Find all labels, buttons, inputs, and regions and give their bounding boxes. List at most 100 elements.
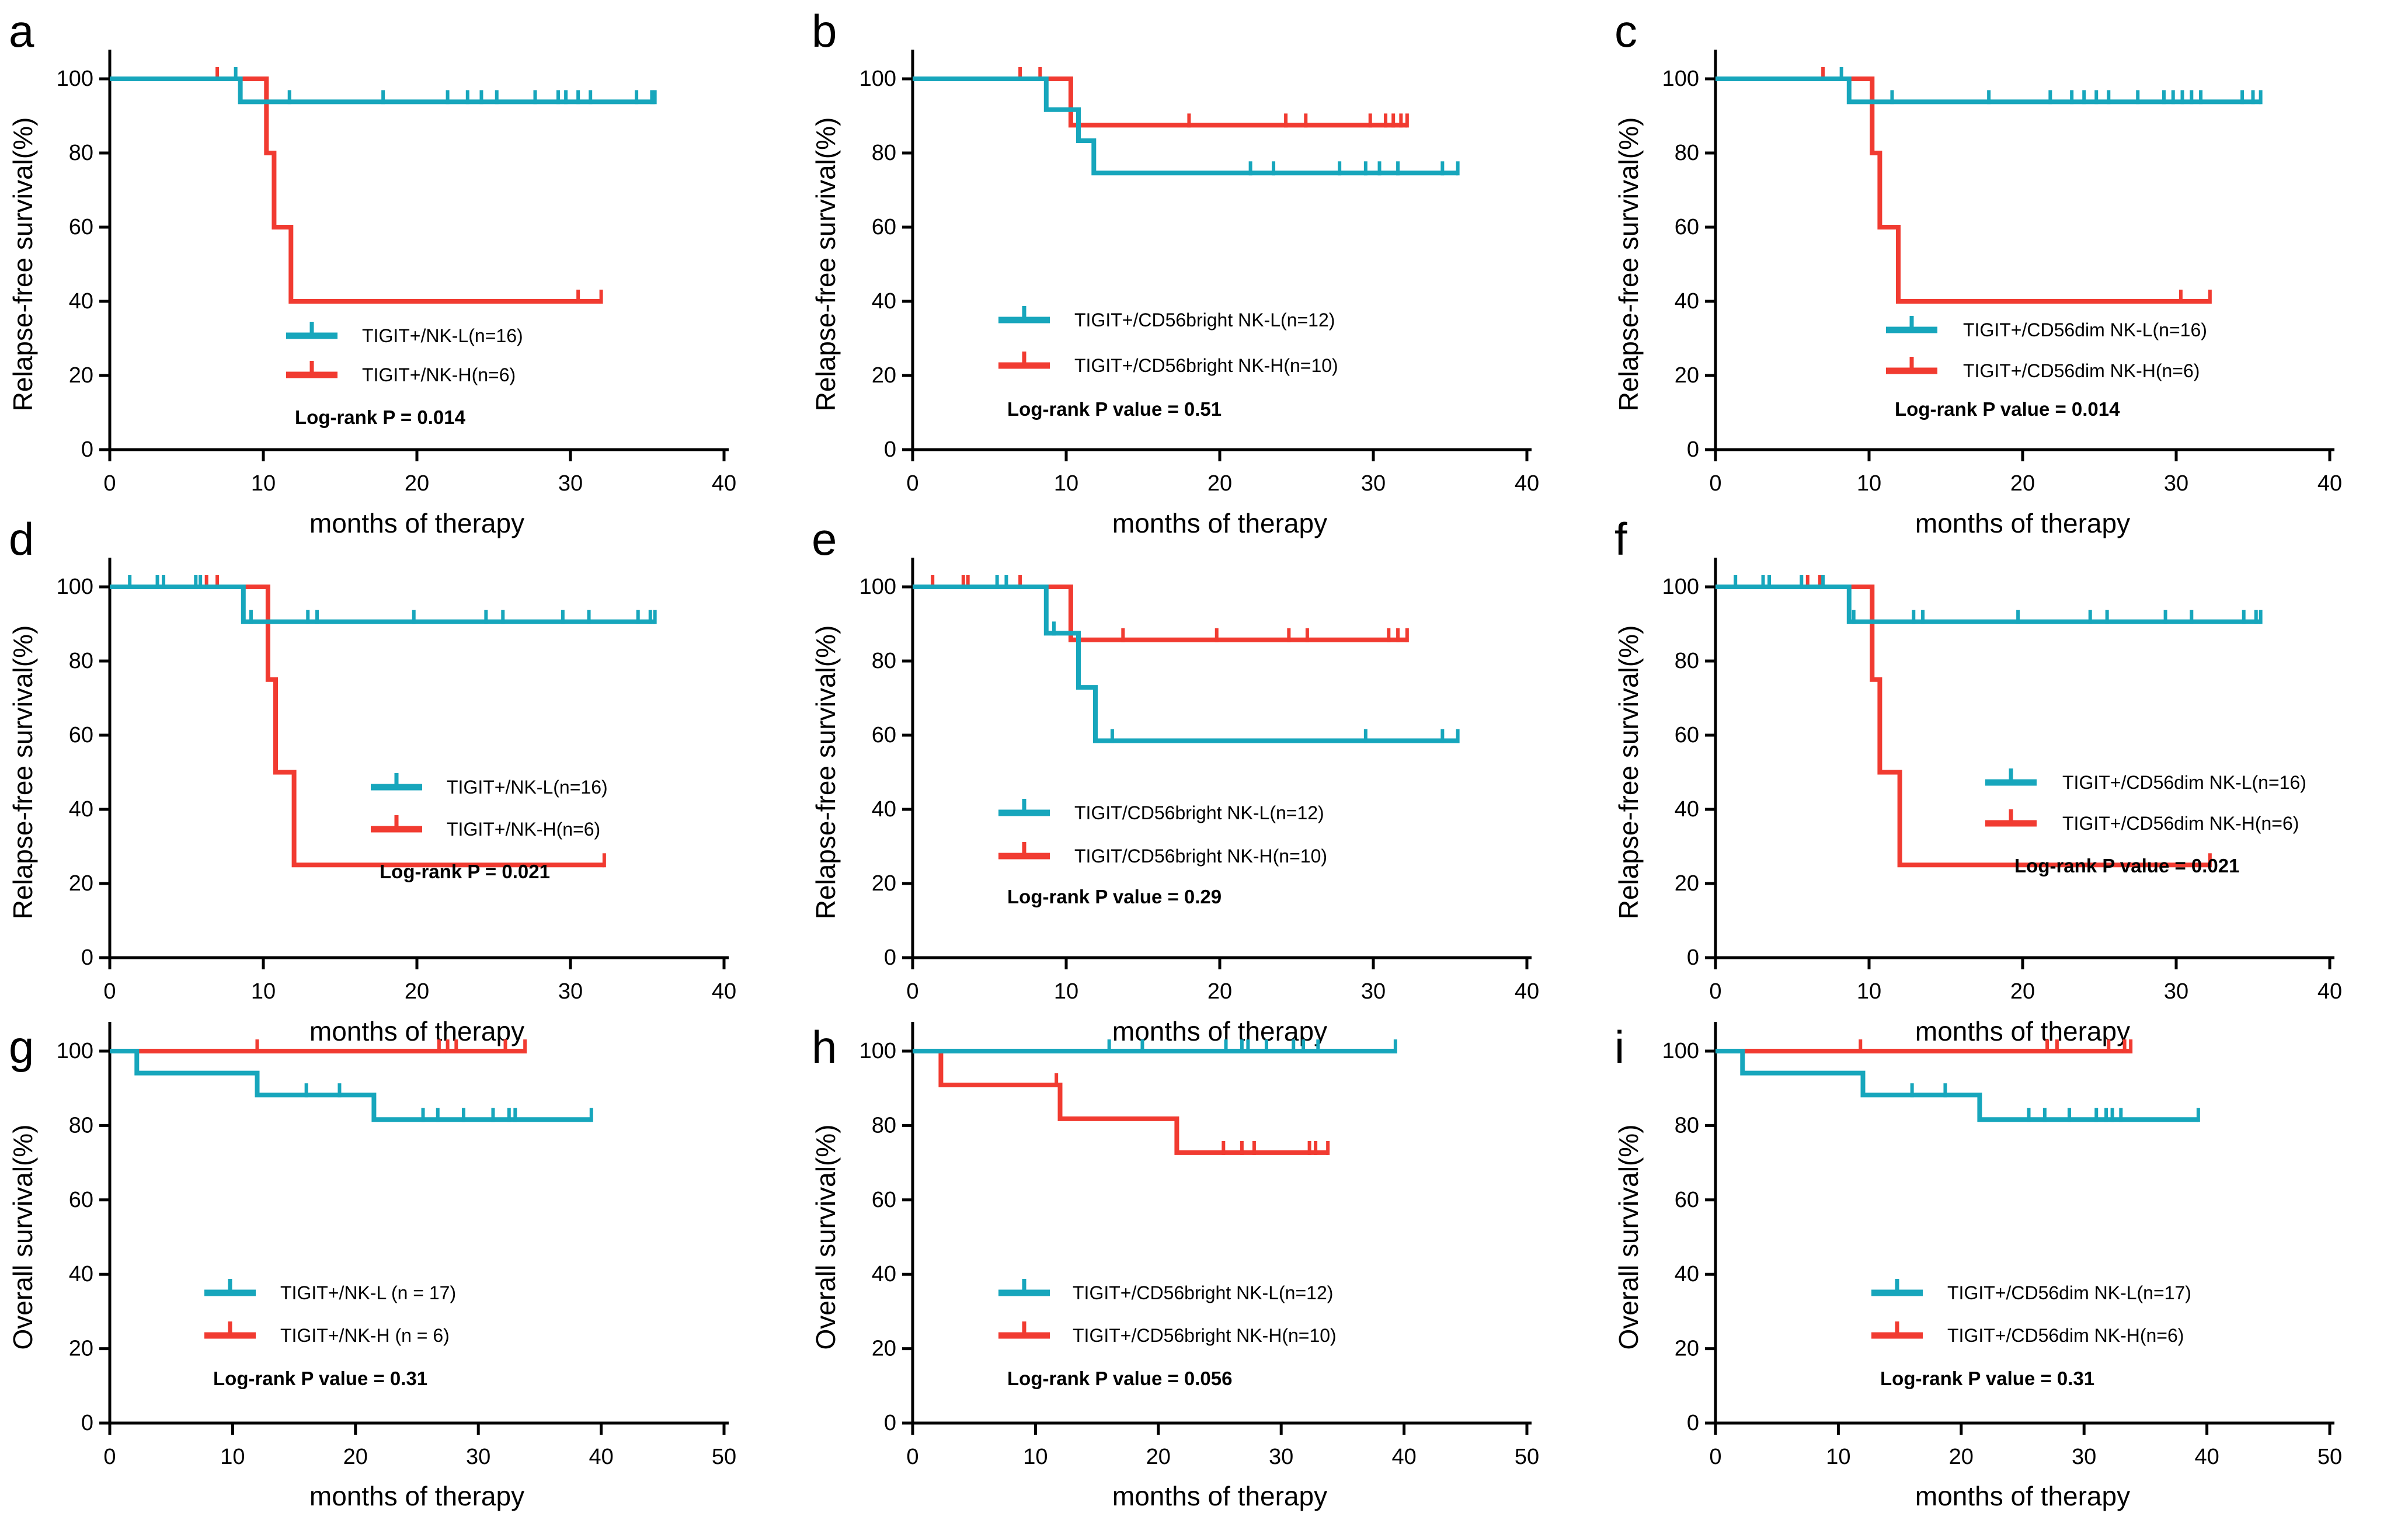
y-tick-label: 60: [872, 723, 896, 747]
pvalue-label: Log-rank P value = 0.51: [1007, 398, 1222, 420]
legend-label-low: TIGIT+/CD56bright NK-L(n=12): [1073, 1282, 1333, 1303]
x-tick-label: 30: [558, 979, 583, 1004]
pvalue-label: Log-rank P value = 0.29: [1007, 886, 1222, 907]
panel-f: f 0 20 40 60 80 100 0 10 20 30 40 months of therapy R…: [1606, 508, 2408, 1057]
y-tick-label: 0: [884, 945, 896, 970]
survival-curve-low: [1715, 76, 2261, 105]
y-tick-label: 80: [69, 1113, 93, 1138]
legend-label-high: TIGIT+/NK-H(n=6): [447, 819, 600, 840]
x-axis-title: months of therapy: [309, 508, 524, 538]
panel-h: h 0 20 40 60 80 100 0 10 20 30 40 50 months of therap…: [803, 1016, 1605, 1520]
x-tick-label: 30: [2164, 979, 2188, 1004]
legend-label-high: TIGIT+/NK-H (n = 6): [280, 1325, 450, 1346]
y-tick-label: 100: [57, 1039, 93, 1063]
y-tick-label: 20: [872, 871, 896, 896]
pvalue-label: Log-rank P value = 0.31: [1880, 1368, 2094, 1389]
x-tick-label: 0: [1709, 471, 1721, 496]
panel-letter: f: [1614, 513, 1627, 565]
y-tick-label: 20: [1675, 363, 1699, 388]
panel-letter: d: [9, 513, 34, 565]
survival-curve-high: [1715, 585, 2210, 868]
x-tick-label: 0: [906, 1445, 918, 1469]
y-tick-label: 20: [872, 1337, 896, 1361]
x-tick-label: 20: [1208, 471, 1232, 496]
x-axis-title: months of therapy: [1112, 1481, 1327, 1511]
legend-label-low: TIGIT+/CD56dim NK-L(n=17): [1947, 1282, 2191, 1303]
x-tick-label: 10: [251, 979, 276, 1004]
x-tick-label: 40: [712, 979, 736, 1004]
legend-label-high: TIGIT+/NK-H(n=6): [362, 364, 516, 385]
x-tick-label: 0: [1709, 1445, 1721, 1469]
y-tick-label: 40: [1675, 289, 1699, 314]
x-tick-label: 30: [2072, 1445, 2096, 1469]
y-tick-label: 100: [1662, 575, 1699, 599]
chart-e: e 0 20 40 60 80 100 0 10 20 30 40 months of therapy R…: [810, 513, 1539, 1046]
x-tick-label: 10: [1857, 471, 1881, 496]
x-axis-title: months of therapy: [1112, 508, 1327, 538]
x-tick-label: 0: [1709, 979, 1721, 1004]
y-tick-label: 0: [81, 1411, 93, 1435]
legend-label-low: TIGIT+/CD56bright NK-L(n=12): [1074, 309, 1335, 331]
survival-curve-high: [1715, 76, 2210, 304]
pvalue-label: Log-rank P value = 0.056: [1007, 1368, 1233, 1389]
legend-label-low: TIGIT+/NK-L(n=16): [447, 777, 608, 798]
legend-label-high: TIGIT+/CD56bright NK-H(n=10): [1073, 1325, 1337, 1346]
y-tick-label: 20: [1675, 1337, 1699, 1361]
y-tick-label: 20: [872, 363, 896, 388]
pvalue-label: Log-rank P = 0.021: [380, 861, 550, 882]
x-tick-label: 40: [712, 471, 736, 496]
y-tick-label: 100: [859, 575, 896, 599]
y-tick-label: 20: [69, 363, 93, 388]
survival-curve-high: [110, 585, 604, 868]
x-tick-label: 40: [1515, 471, 1539, 496]
y-axis-title: Relapse-free survival(%): [810, 625, 841, 920]
panel-letter: b: [812, 5, 837, 57]
y-tick-label: 80: [69, 141, 93, 165]
legend-label-low: TIGIT+/NK-L(n=16): [362, 325, 523, 346]
x-tick-label: 40: [1515, 979, 1539, 1004]
survival-curve-low: [1715, 585, 2261, 624]
pvalue-label: Log-rank P = 0.014: [295, 406, 466, 428]
panel-letter: e: [812, 513, 837, 565]
survival-curve-low: [110, 1049, 591, 1122]
y-tick-label: 0: [81, 945, 93, 970]
legend-label-low: TIGIT+/NK-L (n = 17): [280, 1282, 456, 1303]
x-axis-title: months of therapy: [309, 1481, 524, 1511]
chart-i: i 0 20 40 60 80 100 0 10 20 30 40 50 months of therap…: [1613, 1021, 2342, 1511]
y-axis-title: Relapse-free survival(%): [8, 625, 38, 920]
legend-label-low: TIGIT+/CD56dim NK-L(n=16): [1963, 319, 2207, 340]
x-tick-label: 0: [906, 979, 918, 1004]
x-tick-label: 30: [2164, 471, 2188, 496]
y-tick-label: 80: [69, 649, 93, 673]
y-axis-title: Overall survival(%): [810, 1125, 841, 1350]
y-tick-label: 60: [69, 723, 93, 747]
legend-label-low: TIGIT+/CD56dim NK-L(n=16): [2062, 772, 2306, 793]
y-tick-label: 40: [872, 797, 896, 822]
pvalue-label: Log-rank P value = 0.31: [213, 1368, 427, 1389]
survival-curve-high: [913, 76, 1407, 128]
chart-c: c 0 20 40 60 80 100 0 10 20 30 40 months of therapy R…: [1613, 5, 2342, 538]
panel-i: i 0 20 40 60 80 100 0 10 20 30 40 50 months of therap…: [1606, 1016, 2408, 1520]
x-axis-title: months of therapy: [1112, 1016, 1327, 1046]
panel-c: c 0 20 40 60 80 100 0 10 20 30 40 months of therapy R…: [1606, 0, 2408, 549]
x-tick-label: 10: [1857, 979, 1881, 1004]
x-tick-label: 20: [1146, 1445, 1171, 1469]
y-tick-label: 60: [69, 1188, 93, 1212]
y-tick-label: 0: [884, 1411, 896, 1435]
x-tick-label: 20: [2010, 471, 2035, 496]
y-tick-label: 80: [1675, 649, 1699, 673]
y-tick-label: 80: [872, 1113, 896, 1138]
x-tick-label: 0: [906, 471, 918, 496]
legend-label-high: TIGIT+/CD56bright NK-H(n=10): [1074, 355, 1338, 376]
x-tick-label: 20: [405, 471, 429, 496]
y-tick-label: 40: [872, 1262, 896, 1286]
x-tick-label: 0: [103, 979, 116, 1004]
panel-e: e 0 20 40 60 80 100 0 10 20 30 40 months of therapy R…: [803, 508, 1605, 1057]
y-tick-label: 40: [69, 797, 93, 822]
y-tick-label: 60: [872, 1188, 896, 1212]
y-tick-label: 100: [859, 1039, 896, 1063]
x-tick-label: 50: [1515, 1445, 1539, 1469]
y-tick-label: 80: [1675, 1113, 1699, 1138]
x-axis-title: months of therapy: [1915, 1016, 2130, 1046]
y-tick-label: 20: [69, 1337, 93, 1361]
